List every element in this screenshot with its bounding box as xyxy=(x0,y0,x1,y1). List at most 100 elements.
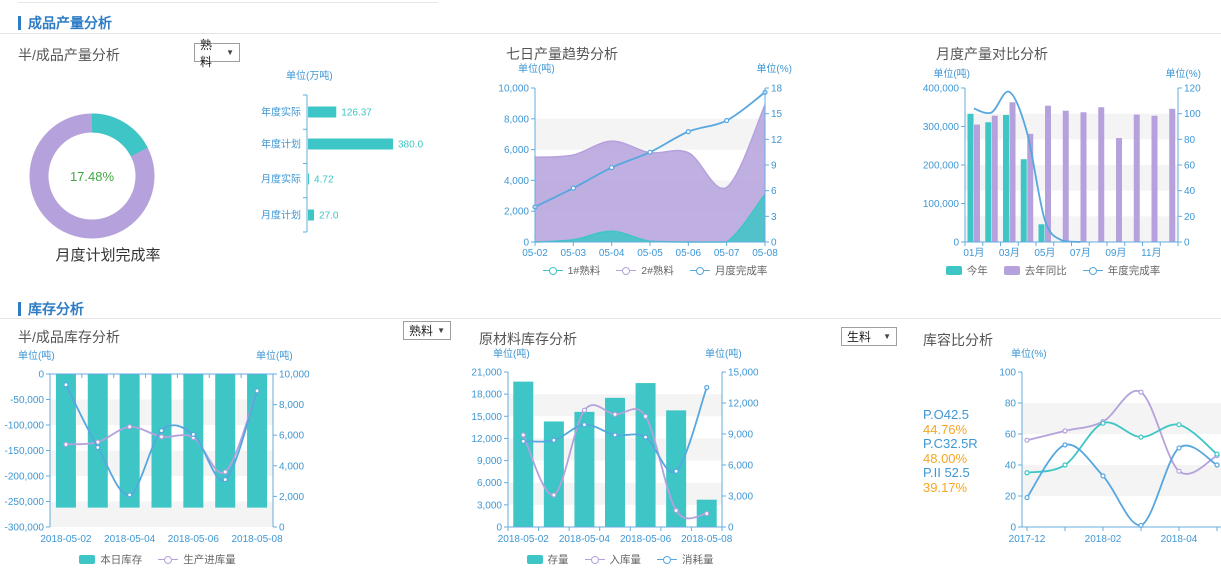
legend-item-消耗量[interactable]: 消耗量 xyxy=(657,552,714,567)
bar[interactable] xyxy=(308,138,393,150)
tick-label: -150,000 xyxy=(5,446,45,457)
capacity-svg: 单位(%) 0 20 40 60 80 100 2017-12 2018-02 2018-04 xyxy=(999,347,1221,545)
legend-label: 入库量 xyxy=(609,554,642,566)
semi-inventory-svg: 单位(吨) 单位(吨) -300,000 -250,000 -200,000 -150,0… xyxy=(5,349,311,545)
material-select-capacity[interactable]: 生料 ▼ xyxy=(841,327,897,346)
bar[interactable] xyxy=(308,209,315,221)
category-label: 月度计划 xyxy=(261,209,301,222)
x-axis xyxy=(49,373,274,378)
y-axis-left: 0 2,000 4,000 6,000 8,000 10,000 xyxy=(498,84,536,249)
unit-label-left: 单位(吨) xyxy=(18,349,55,362)
production-bars-chart[interactable]: 单位(万吨) 年度实际 126.37 年度计划 380.0 月度实际 4.72 月度计划 27.… xyxy=(250,62,490,262)
legend-item-生产进库量[interactable]: 生产进库量 xyxy=(158,552,236,567)
line-series-unlabeled[interactable] xyxy=(63,382,260,498)
x-tick-label: 05月 xyxy=(1034,247,1055,259)
tick-label: 100 xyxy=(1184,109,1201,120)
tick-label: 2,000 xyxy=(279,492,304,503)
legend-label: 2#熟料 xyxy=(641,265,674,277)
legend-label: 月度完成率 xyxy=(714,265,768,277)
bar-series-本日库存[interactable] xyxy=(55,374,268,508)
raw-inventory-chart[interactable]: 单位(吨) 单位(吨) 0 3,000 6,000 9,000 12,000 15,000 18… xyxy=(465,345,775,576)
donut-ring[interactable] xyxy=(29,113,155,239)
bar-series[interactable] xyxy=(308,106,393,221)
bar[interactable] xyxy=(308,106,337,118)
tick-label: -50,000 xyxy=(10,395,44,406)
tick-label: 6,000 xyxy=(504,145,529,156)
legend-label: 1#熟料 xyxy=(567,265,601,277)
panel-title-raw-inventory: 原材料库存分析 xyxy=(479,331,577,347)
semi-inventory-legend: 本日库存 生产进库量 xyxy=(0,552,315,567)
tick-label: 10,000 xyxy=(498,84,529,95)
tick-label: 9,000 xyxy=(728,430,753,441)
tick-label: 15,000 xyxy=(471,412,502,423)
legend-item-年度完成率[interactable]: 年度完成率 xyxy=(1082,263,1160,278)
monthly-svg: 单位(吨) 单位(%)0100,000200,000300,000400,0000… xyxy=(923,67,1201,259)
legend-item-入库量[interactable]: 入库量 xyxy=(584,552,642,567)
line-series-2[interactable] xyxy=(1024,442,1220,529)
line-series-入库量[interactable] xyxy=(520,404,710,520)
semi-inventory-chart[interactable]: 单位(吨) 单位(吨) -300,000 -250,000 -200,000 -150,0… xyxy=(0,345,315,576)
monthly-compare-chart[interactable]: 单位(吨) 单位(%) 0 100,000 200,000 300,000 400,000 0… xyxy=(885,58,1221,268)
capacity-stat-name: P.II 52.5 xyxy=(923,465,970,481)
legend-item-1#熟料[interactable]: 1#熟料 xyxy=(542,263,601,278)
legend-line-marker-icon xyxy=(657,555,677,564)
y-axis-left: 0 3,000 6,000 9,000 12,000 15,000 18,000 21,000 xyxy=(471,368,509,534)
tick-label: 0 xyxy=(1184,238,1190,249)
legend-item-今年[interactable]: 今年 xyxy=(945,263,988,278)
trend7-chart[interactable]: 单位(吨) 单位(%) 0 2,000 4,000 6,000 8,000 10,000 0 3 6… xyxy=(490,58,820,268)
tick-label: -100,000 xyxy=(5,421,45,432)
material-select-value: 熟料 xyxy=(409,324,434,338)
legend-item-本日库存[interactable]: 本日库存 xyxy=(79,552,142,567)
tick-label: 3,000 xyxy=(477,500,502,511)
bar[interactable] xyxy=(308,173,310,185)
section-title: 库存分析 xyxy=(28,301,84,317)
tick-label: 10,000 xyxy=(279,370,310,381)
legend-swatch-icon xyxy=(945,266,962,275)
bar-series-current-year[interactable] xyxy=(967,113,1045,242)
unit-label-right: 单位(%) xyxy=(756,62,792,75)
x-tick-label: 01月 xyxy=(963,247,984,259)
capacity-stats: P.O42.5 44.76% P.C32.5R 48.00% P.II 52.5 39.1… xyxy=(923,407,978,496)
material-select-value: 熟料 xyxy=(200,37,213,69)
line-series-1[interactable] xyxy=(1024,420,1220,476)
line-series-annual-completion[interactable] xyxy=(973,90,1081,243)
legend-item-存量[interactable]: 存量 xyxy=(526,552,569,567)
plot-bands xyxy=(1022,403,1221,496)
section-header-inventory: 库存分析 xyxy=(18,299,84,319)
legend-item-月度完成率[interactable]: 月度完成率 xyxy=(689,263,768,278)
tick-label: 21,000 xyxy=(471,368,502,379)
x-tick-label: 2018-02 xyxy=(1085,534,1122,545)
y-axis-left: 0 20 40 60 80 100 xyxy=(999,368,1023,534)
material-select-semi-inventory[interactable]: 熟料 ▼ xyxy=(403,321,451,340)
line-series-消耗量[interactable] xyxy=(520,384,710,474)
top-divider xyxy=(18,2,438,3)
material-select-production[interactable]: 熟料 ▼ xyxy=(194,38,240,69)
legend-item-去年同比[interactable]: 去年同比 xyxy=(1003,263,1067,278)
tick-label: 40 xyxy=(1005,461,1017,472)
tick-label: 200,000 xyxy=(923,161,960,172)
trend7-svg: 单位(吨) 单位(%) 0 2,000 4,000 6,000 8,000 10,000 0 3 6… xyxy=(498,62,792,259)
capacity-ratio-chart[interactable]: 单位(%) 0 20 40 60 80 100 2017-12 2018-02 2018-04 xyxy=(999,345,1221,576)
capacity-stat-name: P.C32.5R xyxy=(923,436,978,452)
section-divider xyxy=(0,318,1221,319)
tick-label: 18,000 xyxy=(471,390,502,401)
caret-down-icon: ▼ xyxy=(437,325,445,335)
tick-label: 8,000 xyxy=(279,400,304,411)
bar-series-last-year[interactable] xyxy=(974,102,1176,243)
tick-label: 0 xyxy=(523,238,529,249)
legend-item-2#熟料[interactable]: 2#熟料 xyxy=(616,263,674,278)
legend-swatch-icon xyxy=(526,555,543,564)
tick-label: 18 xyxy=(771,84,783,95)
capacity-stat-value: 39.17% xyxy=(923,479,968,495)
capacity-stat-name: P.O42.5 xyxy=(923,407,970,422)
unit-label-right: 单位(%) xyxy=(1165,67,1201,80)
tick-label: 3 xyxy=(771,212,777,223)
x-tick-label: 2017-12 xyxy=(1009,534,1046,545)
line-series-月度完成率[interactable] xyxy=(532,89,768,210)
x-tick-label: 03月 xyxy=(999,247,1020,259)
x-tick-label: 05-03 xyxy=(561,248,587,259)
x-tick-label: 2018-05-08 xyxy=(681,534,733,545)
material-select-value: 生料 xyxy=(847,330,872,344)
tick-label: 100 xyxy=(1000,368,1016,379)
plan-completion-donut-chart[interactable]: 17.48% 月度计划完成率 xyxy=(12,98,192,275)
